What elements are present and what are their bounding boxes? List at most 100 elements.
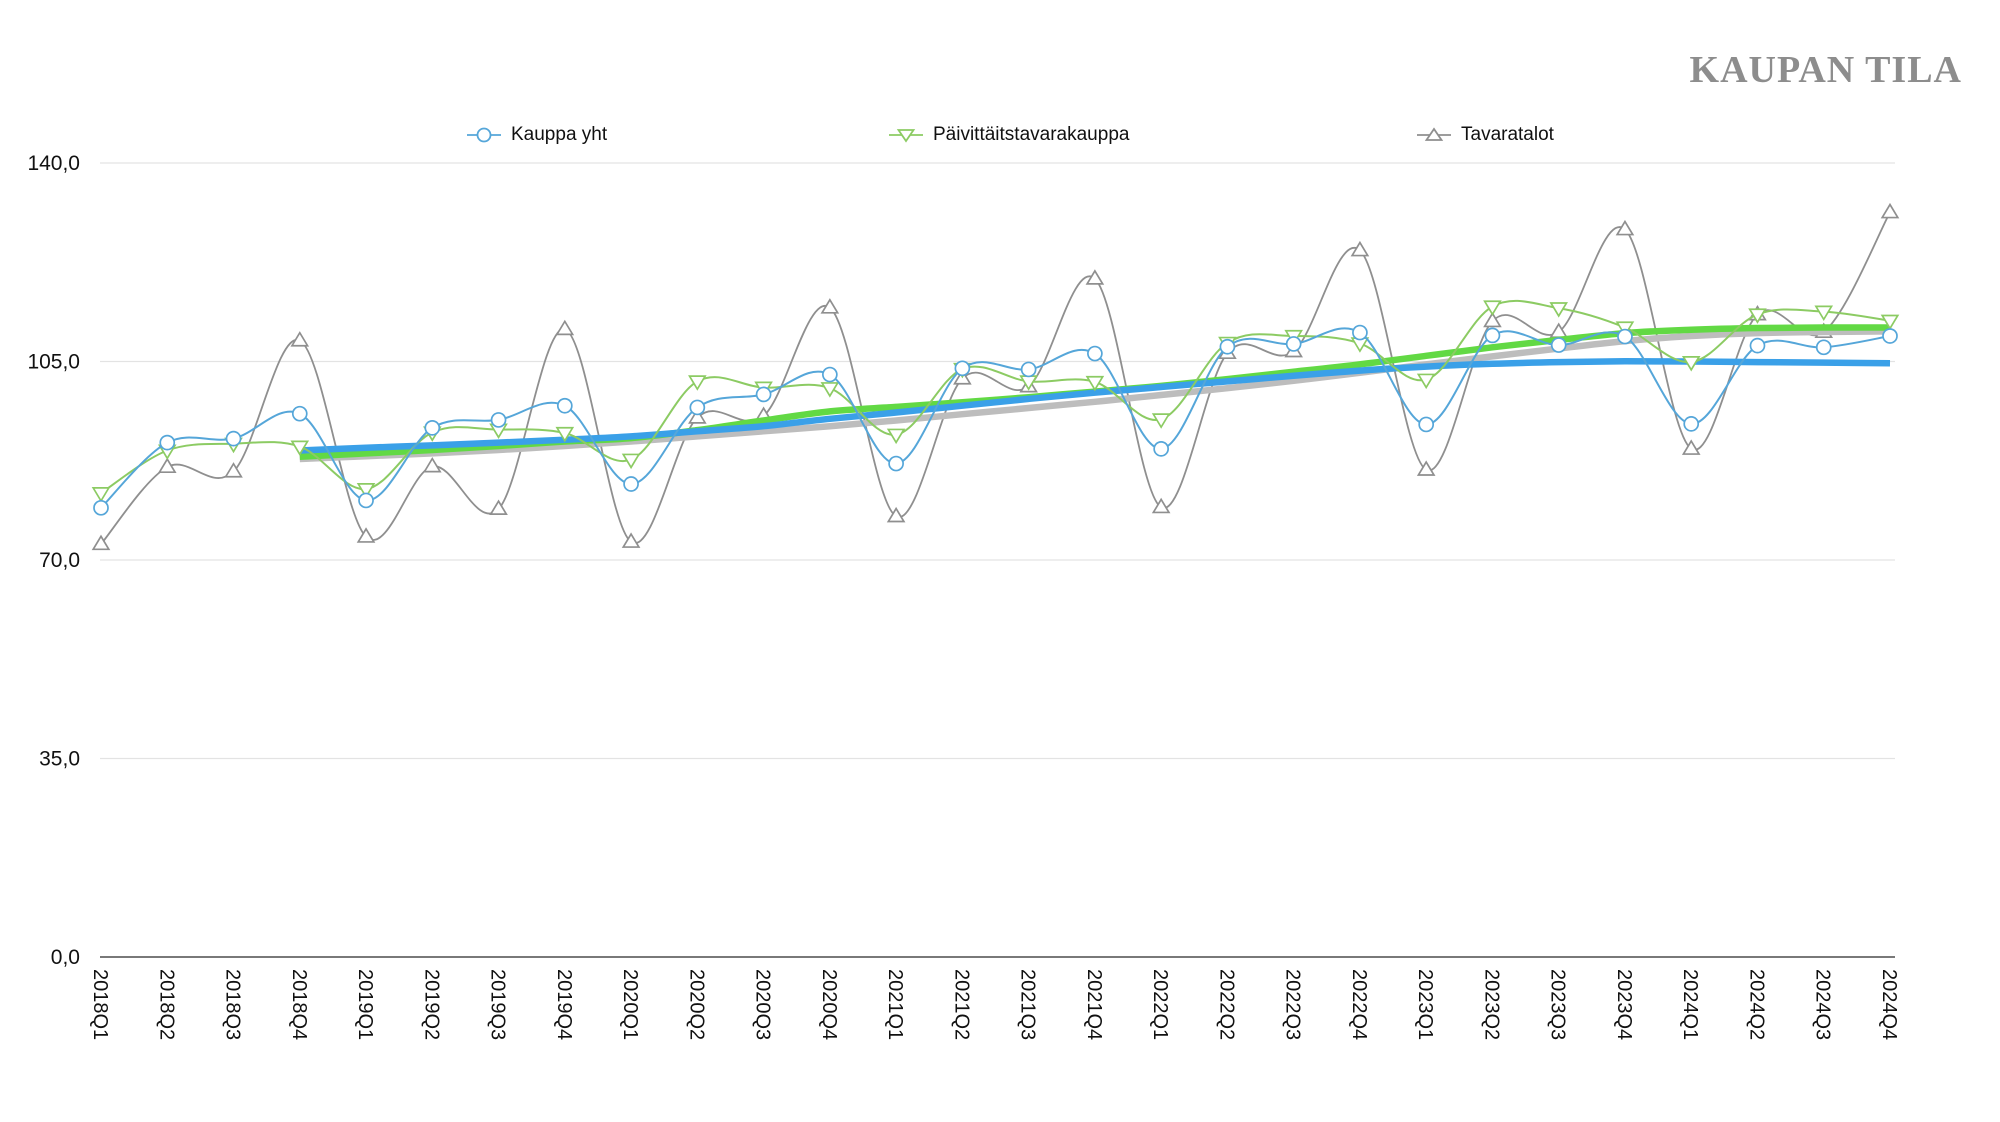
- legend-label: Kauppa yht: [511, 124, 608, 145]
- x-tick-label: 2024Q3: [1812, 969, 1834, 1040]
- legend-item-tavaratalot[interactable]: Tavaratalot: [1416, 124, 1554, 146]
- marker-triangle-down-paivittaitstavarakauppa: [1814, 305, 1834, 322]
- series-line-kauppa-yht: [100, 327, 1891, 509]
- marker-circle-kauppa-yht: [1617, 328, 1633, 345]
- marker-circle-kauppa-yht: [1550, 337, 1567, 353]
- x-tick-label: 2024Q4: [1878, 969, 1900, 1040]
- x-tick-label: 2019Q4: [553, 969, 575, 1040]
- marker-triangle-up-tavaratalot: [621, 532, 641, 548]
- x-tick-label: 2022Q4: [1348, 969, 1370, 1040]
- legend-label: Päivittäitstavarakauppa: [933, 124, 1130, 145]
- marker-circle-kauppa-yht: [1749, 337, 1766, 354]
- marker-triangle-up-tavaratalot: [157, 457, 177, 474]
- x-tick-label: 2021Q3: [1017, 969, 1039, 1040]
- marker-circle-kauppa-yht: [954, 360, 971, 377]
- marker-circle-kauppa-yht: [689, 399, 706, 416]
- marker-circle-kauppa-yht: [1484, 327, 1501, 344]
- marker-triangle-up-tavaratalot: [356, 527, 376, 543]
- marker-circle-kauppa-yht: [159, 434, 176, 451]
- marker-circle-kauppa-yht: [1020, 361, 1037, 378]
- marker-triangle-up-tavaratalot: [1681, 439, 1701, 455]
- marker-triangle-up-tavaratalot: [224, 462, 243, 478]
- y-tick-label: 0,0: [51, 946, 80, 969]
- x-tick-label: 2020Q4: [818, 969, 840, 1040]
- x-tick-label: 2023Q2: [1480, 969, 1502, 1040]
- marker-triangle-up-tavaratalot: [820, 298, 840, 314]
- marker-triangle-down-paivittaitstavarakauppa: [1549, 302, 1569, 318]
- legend-item-paivittaitstavarakauppa[interactable]: Päivittäitstavarakauppa: [888, 124, 1129, 146]
- x-tick-label: 2022Q2: [1215, 969, 1237, 1040]
- marker-triangle-down-paivittaitstavarakauppa: [886, 428, 906, 445]
- marker-triangle-down-paivittaitstavarakauppa: [91, 487, 111, 503]
- x-tick-label: 2018Q2: [155, 969, 177, 1040]
- marker-triangle-up-tavaratalot: [290, 331, 310, 347]
- marker-triangle-down-paivittaitstavarakauppa: [356, 483, 376, 499]
- marker-triangle-up-tavaratalot: [1416, 460, 1436, 476]
- x-tick-label: 2021Q4: [1083, 969, 1105, 1040]
- legend-label: Tavaratalot: [1461, 124, 1554, 145]
- kaupan-tila-logo: KAUPAN TILA: [1689, 49, 1962, 91]
- marker-circle-kauppa-yht: [1087, 345, 1103, 362]
- marker-triangle-up-tavaratalot: [886, 506, 906, 523]
- x-tick-label: 2018Q4: [288, 969, 310, 1040]
- marker-triangle-down-paivittaitstavarakauppa: [688, 375, 707, 391]
- x-tick-label: 2024Q1: [1679, 969, 1701, 1040]
- marker-triangle-down-paivittaitstavarakauppa: [1880, 314, 1900, 331]
- marker-triangle-up-tavaratalot: [91, 534, 111, 551]
- marker-circle-kauppa-yht: [358, 492, 374, 509]
- x-tick-label: 2019Q3: [487, 969, 509, 1040]
- x-tick-label: 2021Q1: [884, 969, 906, 1040]
- marker-triangle-up-tavaratalot: [1085, 269, 1105, 285]
- series-line-tavaratalot: [100, 211, 1891, 545]
- y-tick-label: 70,0: [39, 549, 80, 572]
- marker-triangle-up-tavaratalot: [489, 499, 508, 516]
- legend-triangle-down-icon: [889, 129, 923, 143]
- marker-triangle-up-tavaratalot: [555, 319, 575, 336]
- x-tick-label: 2020Q2: [685, 969, 707, 1040]
- marker-triangle-down-paivittaitstavarakauppa: [555, 426, 575, 443]
- series-line-paivittaitstavarakauppa: [100, 299, 1891, 494]
- marker-circle-kauppa-yht: [225, 430, 242, 447]
- x-tick-label: 2022Q1: [1149, 969, 1171, 1040]
- marker-triangle-down-paivittaitstavarakauppa: [1416, 373, 1436, 390]
- legend-item-kauppa-yht[interactable]: Kauppa yht: [466, 124, 607, 146]
- marker-triangle-up-tavaratalot: [422, 456, 442, 473]
- x-tick-label: 2019Q2: [420, 969, 442, 1040]
- marker-circle-kauppa-yht: [755, 386, 772, 403]
- marker-triangle-up-tavaratalot: [1483, 311, 1502, 328]
- x-tick-label: 2019Q1: [354, 969, 376, 1040]
- legend-triangle-up-icon: [1417, 127, 1451, 141]
- marker-circle-kauppa-yht: [1285, 336, 1302, 352]
- marker-triangle-down-paivittaitstavarakauppa: [820, 382, 840, 398]
- x-tick-label: 2023Q1: [1414, 969, 1436, 1040]
- x-tick-label: 2018Q1: [89, 969, 111, 1040]
- marker-triangle-down-paivittaitstavarakauppa: [1681, 356, 1701, 372]
- marker-circle-kauppa-yht: [490, 412, 507, 428]
- x-tick-label: 2023Q4: [1613, 969, 1635, 1040]
- x-tick-label: 2024Q2: [1745, 969, 1767, 1040]
- marker-circle-kauppa-yht: [291, 405, 308, 422]
- marker-circle-kauppa-yht: [424, 420, 441, 436]
- marker-triangle-down-paivittaitstavarakauppa: [1483, 300, 1502, 316]
- marker-triangle-down-paivittaitstavarakauppa: [1748, 308, 1767, 324]
- marker-circle-kauppa-yht: [556, 397, 573, 414]
- marker-circle-kauppa-yht: [1153, 440, 1169, 457]
- marker-triangle-down-paivittaitstavarakauppa: [290, 440, 310, 457]
- marker-circle-kauppa-yht: [1219, 338, 1236, 355]
- marker-circle-kauppa-yht: [822, 366, 838, 383]
- legend-circle-icon: [467, 127, 501, 143]
- marker-triangle-down-paivittaitstavarakauppa: [1085, 375, 1105, 392]
- marker-triangle-up-tavaratalot: [1880, 202, 1900, 219]
- marker-triangle-down-paivittaitstavarakauppa: [1151, 413, 1171, 429]
- marker-circle-kauppa-yht: [93, 499, 109, 516]
- marker-circle-kauppa-yht: [1815, 339, 1832, 356]
- marker-triangle-up-tavaratalot: [1151, 497, 1171, 514]
- x-tick-label: 2022Q3: [1282, 969, 1304, 1040]
- marker-circle-kauppa-yht: [623, 476, 639, 492]
- x-tick-label: 2020Q3: [752, 969, 774, 1040]
- marker-circle-kauppa-yht: [1683, 416, 1700, 432]
- y-tick-label: 140,0: [27, 152, 80, 175]
- x-tick-label: 2020Q1: [619, 969, 641, 1040]
